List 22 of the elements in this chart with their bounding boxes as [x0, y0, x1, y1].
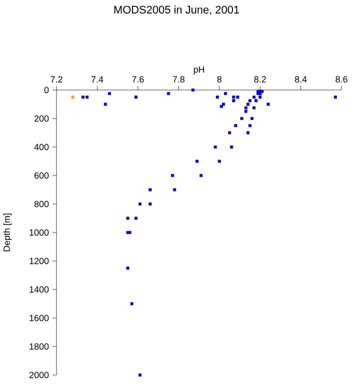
y-tick-label: 2000: [30, 372, 49, 378]
y-tick-label: 1400: [30, 286, 49, 293]
y-tick-label: 1800: [30, 343, 49, 350]
x-tick-label: 7.4: [92, 76, 104, 82]
y-axis-title: Depth [m]: [4, 214, 12, 252]
y-tick-label: 0: [44, 86, 49, 94]
y-tick-label: 400: [34, 144, 49, 150]
x-tick-label: 7.2: [50, 76, 63, 82]
x-axis-title: pH: [194, 66, 204, 74]
y-tick-label: 600: [34, 172, 49, 179]
y-tick-label: 1000: [30, 229, 49, 236]
x-tick-label: 8: [218, 76, 222, 82]
x-tick-label: 8.2: [254, 76, 266, 82]
x-tick-label: 7.8: [173, 76, 185, 82]
y-tick-label: 800: [34, 200, 49, 208]
x-tick-label: 8.6: [336, 76, 348, 82]
chart-title: MODS2005 in June, 2001: [114, 6, 240, 15]
y-tick-label: 1600: [30, 314, 49, 322]
y-tick-label: 1200: [30, 258, 49, 264]
x-tick-label: 8.4: [295, 76, 308, 82]
x-tick-label: 7.6: [132, 76, 144, 82]
y-tick-label: 200: [34, 115, 49, 122]
